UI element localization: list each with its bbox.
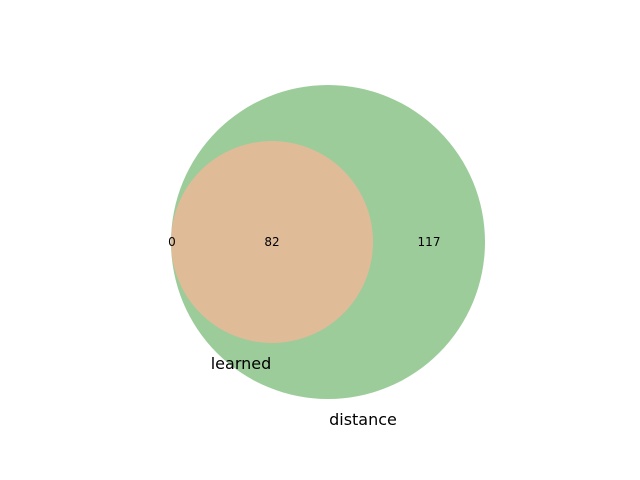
- learned-only-count: 0: [168, 235, 176, 249]
- intersection-count: 82: [264, 235, 279, 249]
- distance-set-label: distance: [329, 410, 397, 429]
- learned-set-label: learned: [211, 354, 272, 373]
- distance-only-count: 117: [418, 235, 441, 249]
- learned-circle: [171, 141, 373, 343]
